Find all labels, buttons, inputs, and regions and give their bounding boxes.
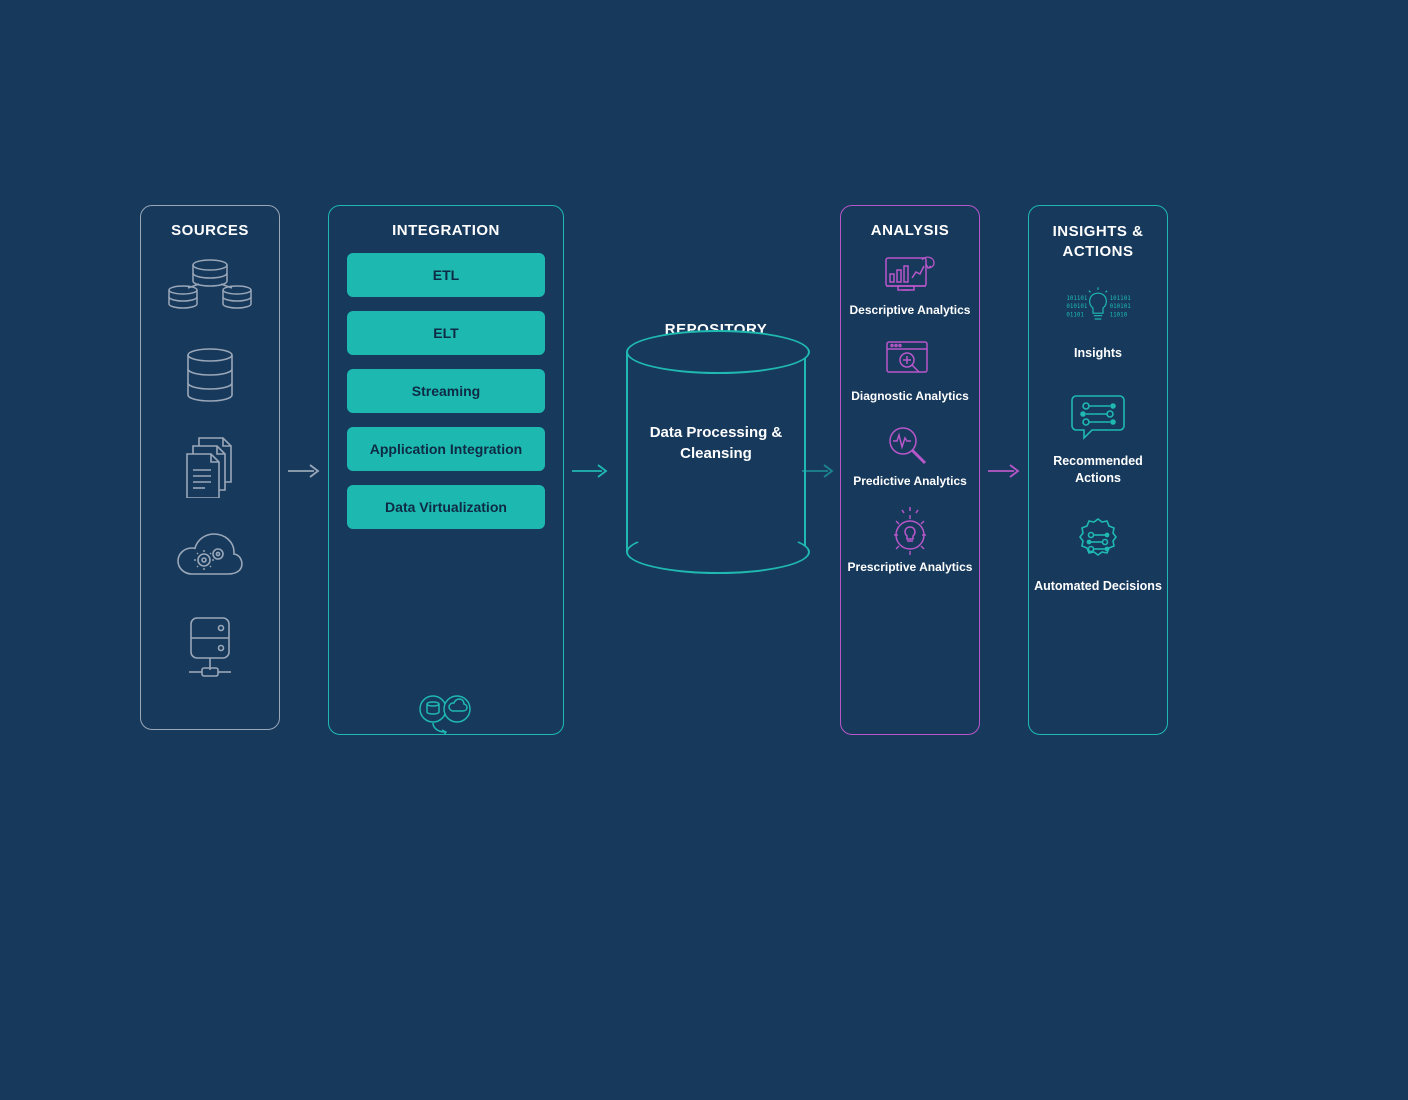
svg-text:101101: 101101 — [1066, 296, 1088, 302]
column-repository: REPOSITORY Data Processing & Cleansing — [616, 305, 816, 552]
bulb-binary-icon: 101101 010101 01101 101101 010101 11010 — [1063, 281, 1133, 337]
analysis-item-prescriptive: Prescriptive Analytics — [841, 508, 979, 576]
integration-item-elt: ELT — [347, 311, 545, 355]
repository-cylinder: Data Processing & Cleansing — [626, 352, 806, 552]
arrow-integration-to-repository — [570, 461, 610, 481]
server-node-icon — [160, 611, 260, 683]
documents-icon — [160, 431, 260, 503]
column-insights: INSIGHTS & ACTIONS 101101 010101 01101 1… — [1028, 205, 1168, 735]
diagram-canvas: SOURCES — [140, 205, 1270, 755]
analysis-label-diagnostic: Diagnostic Analytics — [841, 389, 979, 405]
column-title-integration: INTEGRATION — [329, 222, 563, 239]
chat-flow-icon — [1063, 389, 1133, 445]
repository-body-text: Data Processing & Cleansing — [628, 422, 804, 464]
analysis-label-predictive: Predictive Analytics — [841, 474, 979, 490]
column-analysis: ANALYSIS Descriptive Analytics — [840, 205, 980, 735]
insights-label-automated: Automated Decisions — [1029, 578, 1167, 594]
cloud-gears-icon — [160, 521, 260, 593]
dashboard-chart-icon — [880, 251, 940, 297]
analysis-label-prescriptive: Prescriptive Analytics — [841, 560, 979, 576]
integration-item-etl: ETL — [347, 253, 545, 297]
column-title-analysis: ANALYSIS — [841, 222, 979, 239]
insights-label-recommended: Recommended Actions — [1029, 453, 1167, 486]
sync-db-cloud-icon — [411, 689, 481, 740]
insights-label-insights: Insights — [1029, 345, 1167, 361]
integration-item-streaming: Streaming — [347, 369, 545, 413]
integration-item-data-virtualization: Data Virtualization — [347, 485, 545, 529]
gear-bulb-icon — [880, 508, 940, 554]
svg-text:101101: 101101 — [1110, 296, 1132, 302]
column-sources: SOURCES — [140, 205, 280, 730]
svg-text:11010: 11010 — [1110, 313, 1128, 319]
svg-text:010101: 010101 — [1110, 304, 1132, 310]
integration-item-app-integration: Application Integration — [347, 427, 545, 471]
database-stack-icon — [160, 341, 260, 413]
svg-text:010101: 010101 — [1066, 304, 1088, 310]
arrow-analysis-to-insights — [986, 461, 1022, 481]
analysis-item-diagnostic: Diagnostic Analytics — [841, 337, 979, 405]
pulse-magnify-icon — [880, 422, 940, 468]
arrow-repository-to-analysis — [800, 461, 836, 481]
analysis-item-predictive: Predictive Analytics — [841, 422, 979, 490]
analysis-item-descriptive: Descriptive Analytics — [841, 251, 979, 319]
column-integration: INTEGRATION ETL ELT Streaming Applicatio… — [328, 205, 564, 735]
analysis-label-descriptive: Descriptive Analytics — [841, 303, 979, 319]
svg-text:01101: 01101 — [1066, 313, 1084, 319]
column-title-sources: SOURCES — [141, 222, 279, 239]
insights-item-recommended: Recommended Actions — [1029, 389, 1167, 486]
gear-flow-icon — [1063, 514, 1133, 570]
insights-item-insights: 101101 010101 01101 101101 010101 11010 … — [1029, 281, 1167, 361]
browser-magnify-icon — [880, 337, 940, 383]
insights-item-automated: Automated Decisions — [1029, 514, 1167, 594]
arrow-sources-to-integration — [286, 461, 322, 481]
column-title-insights: INSIGHTS & ACTIONS — [1029, 222, 1167, 261]
databases-cluster-icon — [160, 251, 260, 323]
